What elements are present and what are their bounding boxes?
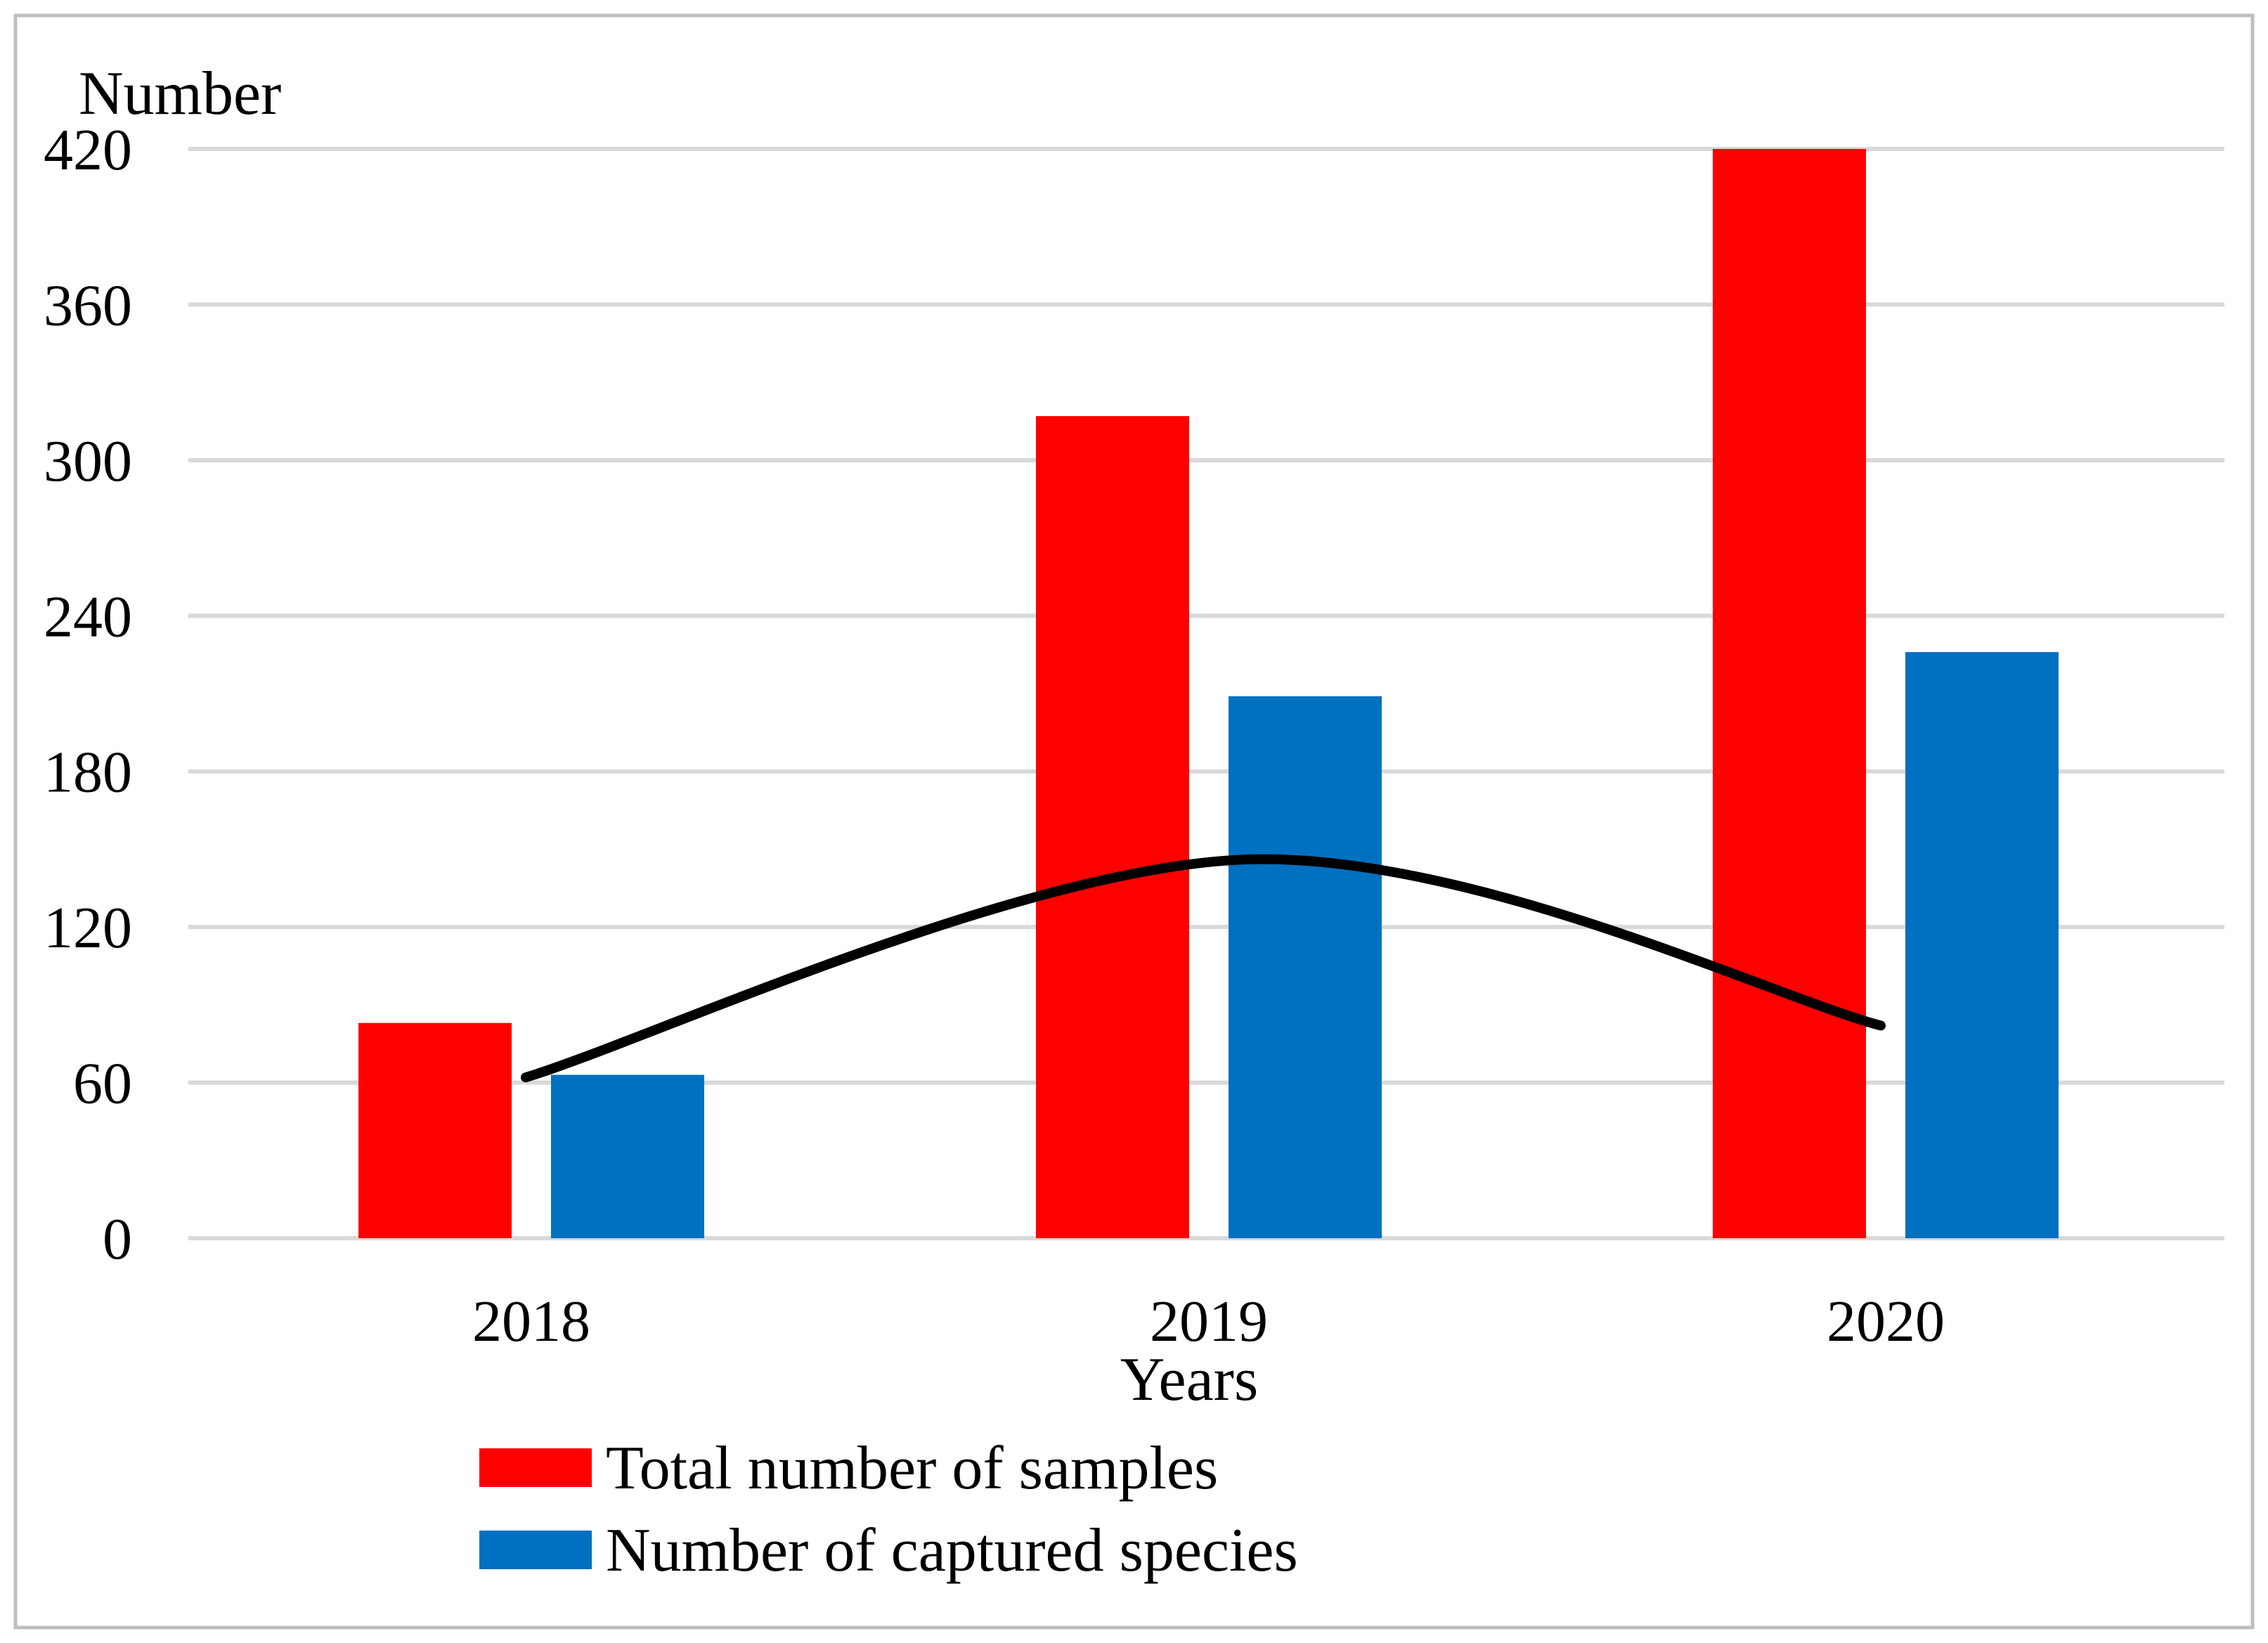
- y-axis-ticks: 0 60 120 180 240 300 360 420: [44, 117, 132, 1272]
- bars: [358, 149, 2059, 1238]
- x-tick-label-2018: 2018: [472, 1289, 590, 1354]
- legend-label-captured-species: Number of captured species: [606, 1517, 1298, 1585]
- y-tick-label-60: 60: [73, 1051, 132, 1117]
- legend-label-total-samples: Total number of samples: [606, 1434, 1218, 1502]
- y-tick-label-300: 300: [44, 429, 132, 494]
- legend: Total number of samples Number of captur…: [479, 1434, 1298, 1585]
- bar-captured-species-2018: [551, 1074, 704, 1238]
- y-tick-label-0: 0: [103, 1207, 132, 1272]
- trend-line: [521, 854, 1886, 1083]
- chart-frame: [13, 13, 2255, 1630]
- bar-total-samples-2020: [1713, 149, 1866, 1238]
- x-axis-title: Years: [1120, 1346, 1258, 1414]
- y-tick-label-180: 180: [44, 740, 132, 805]
- bar-captured-species-2020: [1905, 651, 2059, 1238]
- x-tick-label-2019: 2019: [1150, 1289, 1268, 1354]
- legend-swatch-total-samples: [479, 1448, 592, 1487]
- x-tick-label-2020: 2020: [1827, 1289, 1945, 1354]
- y-tick-label-420: 420: [44, 117, 132, 183]
- bar-total-samples-2019: [1036, 416, 1189, 1238]
- y-axis-title: Number: [79, 60, 281, 128]
- bar-total-samples-2018: [358, 1022, 512, 1238]
- y-tick-label-120: 120: [44, 895, 132, 961]
- bar-captured-species-2019: [1229, 696, 1382, 1238]
- y-tick-label-240: 240: [44, 584, 132, 649]
- x-axis-ticks: 2018 2019 2020: [472, 1289, 1945, 1354]
- gridlines: [188, 147, 2224, 1240]
- legend-swatch-captured-species: [479, 1531, 592, 1569]
- y-tick-label-360: 360: [44, 273, 132, 338]
